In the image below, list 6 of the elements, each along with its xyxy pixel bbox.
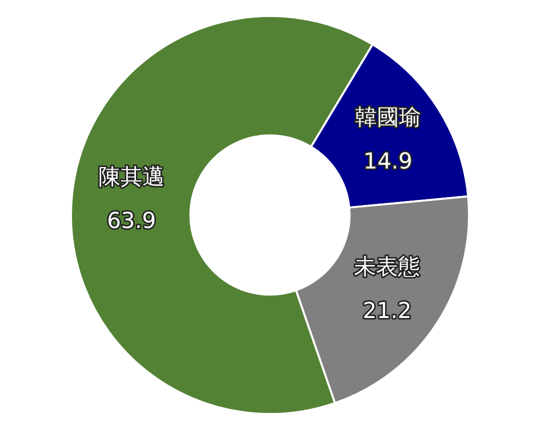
slice-label: 陳其邁 (98, 165, 164, 190)
slice-label: 未表態 (354, 255, 420, 280)
data-label: 21.2 (362, 299, 412, 324)
data-label: 14.9 (363, 150, 412, 175)
slice-label: 韓國瑜 (354, 106, 421, 131)
data-label: 63.9 (106, 209, 156, 234)
